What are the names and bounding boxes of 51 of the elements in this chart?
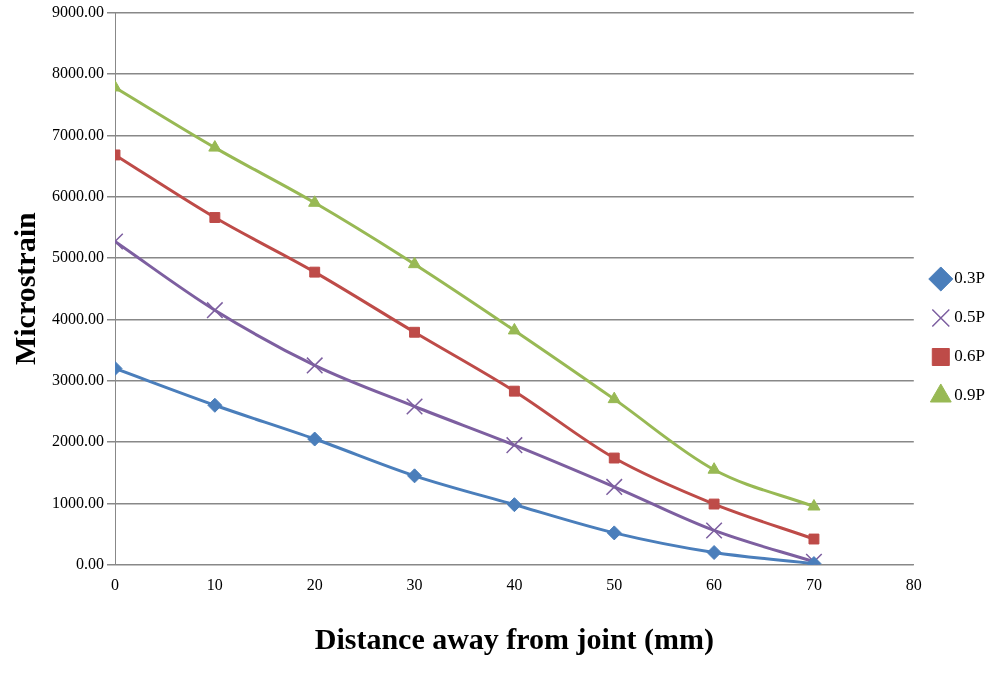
point — [208, 140, 222, 152]
y-tick-label: 6000.00 — [52, 186, 104, 204]
point — [406, 397, 424, 416]
point — [308, 195, 322, 207]
y-tick-label: 4000.00 — [52, 309, 104, 327]
x-tick-label: 70 — [805, 575, 822, 593]
point — [605, 478, 623, 496]
point — [309, 266, 321, 278]
point — [307, 431, 323, 447]
legend-label: 0.9P — [954, 385, 986, 405]
point — [407, 468, 423, 484]
y-tick-label: 8000.00 — [52, 64, 104, 82]
y-tick-label: 7000.00 — [52, 125, 104, 143]
x-tick-label: 60 — [706, 575, 723, 593]
point — [508, 385, 520, 397]
x-tick-label: 30 — [406, 575, 423, 593]
point — [207, 397, 223, 413]
legend-label: 0.3P — [954, 268, 986, 288]
point — [606, 525, 622, 541]
legend-label: 0.5P — [954, 307, 986, 327]
x-tick-label: 20 — [306, 575, 323, 593]
point — [808, 533, 820, 545]
x-tick-label: 80 — [905, 575, 922, 593]
point — [807, 499, 821, 511]
point — [705, 521, 723, 539]
y-tick-label: 1000.00 — [52, 493, 104, 511]
x-axis-title: Distance away from joint (mm) — [314, 621, 715, 656]
point — [206, 301, 224, 319]
point — [407, 256, 422, 269]
y-tick-label: 5000.00 — [52, 248, 104, 266]
y-axis-title: Microstrain — [7, 212, 41, 366]
x-tick-label: 10 — [206, 575, 223, 593]
point — [209, 212, 221, 223]
point — [505, 436, 523, 454]
point — [306, 356, 324, 374]
y-tick-label: 9000.00 — [52, 2, 104, 20]
point — [707, 462, 721, 474]
point — [506, 497, 522, 513]
point — [607, 391, 621, 404]
legend-label: 0.6P — [954, 346, 986, 366]
point — [507, 322, 521, 335]
x-tick-label: 50 — [606, 575, 623, 593]
point — [706, 545, 722, 561]
point — [608, 452, 620, 464]
y-tick-label: 2000.00 — [52, 432, 104, 450]
point — [409, 326, 420, 338]
x-tick-label: 40 — [506, 575, 523, 593]
point — [708, 498, 720, 510]
y-tick-label: 3000.00 — [52, 370, 104, 388]
y-tick-label: 0.00 — [76, 555, 104, 572]
x-tick-label: 0 — [111, 575, 119, 593]
